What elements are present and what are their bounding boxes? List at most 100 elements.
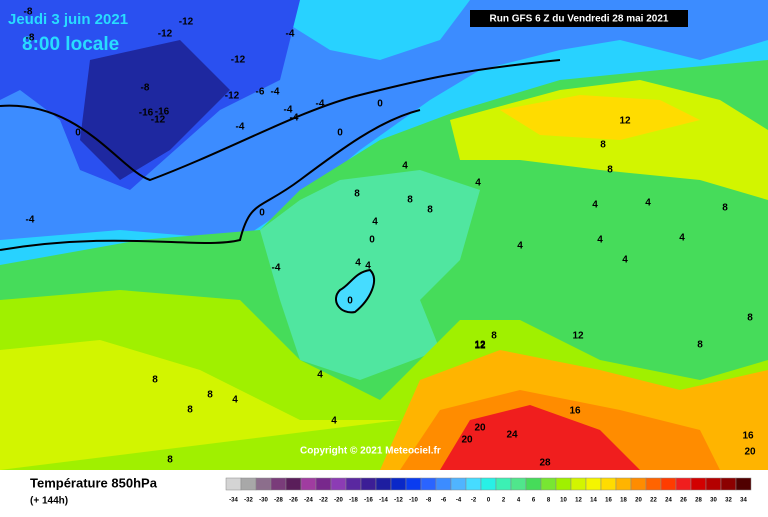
isotherm xyxy=(0,59,561,182)
color-swatch xyxy=(315,477,332,491)
scale-label: 10 xyxy=(560,498,567,504)
contour-label: 4 xyxy=(365,261,371,272)
contour-label: 4 xyxy=(597,235,603,246)
contour-label: 20 xyxy=(461,435,473,446)
contour-label: -4 xyxy=(271,87,280,98)
contour-label: 8 xyxy=(697,340,703,351)
contour-label: -8 xyxy=(141,83,150,94)
contour-label: 16 xyxy=(569,406,581,417)
legend-bar xyxy=(0,470,768,512)
contour-label: -16 xyxy=(155,107,170,118)
contour-label: 8 xyxy=(354,189,360,200)
contour-label: 8 xyxy=(600,140,606,151)
color-swatch xyxy=(285,477,302,491)
scale-label: -26 xyxy=(289,498,298,504)
color-swatch xyxy=(735,477,752,491)
scale-label: -10 xyxy=(409,498,418,504)
contour-label: 4 xyxy=(517,241,523,252)
scale-label: 16 xyxy=(605,498,612,504)
contour-label: 8 xyxy=(722,203,728,214)
scale-label: -8 xyxy=(426,498,432,504)
color-swatch xyxy=(645,477,662,491)
scale-label: -20 xyxy=(334,498,343,504)
scale-label: -30 xyxy=(259,498,268,504)
color-swatch xyxy=(270,477,287,491)
scale-label: -28 xyxy=(274,498,283,504)
contour-label: 20 xyxy=(474,423,486,434)
contour-label: 20 xyxy=(744,447,756,458)
contour-label: 12 xyxy=(474,340,486,351)
contour-label: 4 xyxy=(645,198,651,209)
contour-label: 8 xyxy=(607,165,613,176)
scale-label: 30 xyxy=(710,498,717,504)
color-swatch xyxy=(435,477,452,491)
color-swatch xyxy=(720,477,737,491)
copyright: Copyright © 2021 Meteociel.fr xyxy=(300,446,441,457)
scale-label: 14 xyxy=(590,498,597,504)
run-box xyxy=(470,10,688,27)
scale-label: -2 xyxy=(471,498,477,504)
color-swatch xyxy=(480,477,497,491)
contour-label: -16 xyxy=(139,108,154,119)
contour-label: -6 xyxy=(256,87,265,98)
scale-label: 6 xyxy=(532,498,536,504)
contour-label: 16 xyxy=(742,431,754,442)
color-swatch xyxy=(495,477,512,491)
contour-label: -4 xyxy=(290,113,299,124)
color-swatch xyxy=(600,477,617,491)
contour-label: -12 xyxy=(179,17,194,28)
contour-label: 0 xyxy=(337,128,343,139)
contour-label: 8 xyxy=(167,455,173,466)
legend-title: Température 850hPa xyxy=(30,475,158,490)
contour-label: 4 xyxy=(317,370,323,381)
color-swatch xyxy=(300,477,317,491)
color-swatch xyxy=(360,477,377,491)
contour-label: 0 xyxy=(369,235,375,246)
contour-label: 4 xyxy=(355,258,361,269)
scale-label: 24 xyxy=(665,498,672,504)
forecast-time: 8:00 locale xyxy=(22,34,119,55)
scale-label: -16 xyxy=(364,498,373,504)
contour-label: 4 xyxy=(232,395,238,406)
contour-label: -8 xyxy=(24,7,33,18)
scale-label: 0 xyxy=(487,498,491,504)
color-swatch xyxy=(345,477,362,491)
contour-label: 4 xyxy=(372,217,378,228)
scale-label: -24 xyxy=(304,498,313,504)
scale-label: 34 xyxy=(740,498,747,504)
scale-label: 28 xyxy=(695,498,702,504)
scale-label: 2 xyxy=(502,498,506,504)
contour-label: -12 xyxy=(151,115,166,126)
scale-label: 26 xyxy=(680,498,687,504)
color-swatch xyxy=(225,477,242,491)
contour-label: 8 xyxy=(407,195,413,206)
forecast-date: Jeudi 3 juin 2021 xyxy=(8,11,128,28)
color-swatch xyxy=(465,477,482,491)
contour-label: -4 xyxy=(236,122,245,133)
contour-label: 4 xyxy=(679,233,685,244)
warm-zone xyxy=(500,95,700,140)
color-swatch xyxy=(240,477,257,491)
scale-label: -18 xyxy=(349,498,358,504)
color-swatch xyxy=(570,477,587,491)
color-swatch xyxy=(420,477,437,491)
scale-label: -22 xyxy=(319,498,328,504)
contour-label: 24 xyxy=(506,430,518,441)
scale-label: 32 xyxy=(725,498,732,504)
contour-label: -4 xyxy=(316,99,325,110)
color-swatch xyxy=(390,477,407,491)
contour-label: 12 xyxy=(474,341,486,352)
contour-label: -4 xyxy=(284,105,293,116)
scale-label: -4 xyxy=(456,498,462,504)
color-swatch xyxy=(450,477,467,491)
contour-label: 4 xyxy=(402,161,408,172)
color-swatch xyxy=(375,477,392,491)
contour-label: 4 xyxy=(592,200,598,211)
color-swatch xyxy=(675,477,692,491)
scale-label: -32 xyxy=(244,498,253,504)
contour-label: -12 xyxy=(158,29,173,40)
hot-zone xyxy=(440,405,640,470)
color-swatch xyxy=(405,477,422,491)
color-swatch xyxy=(705,477,722,491)
